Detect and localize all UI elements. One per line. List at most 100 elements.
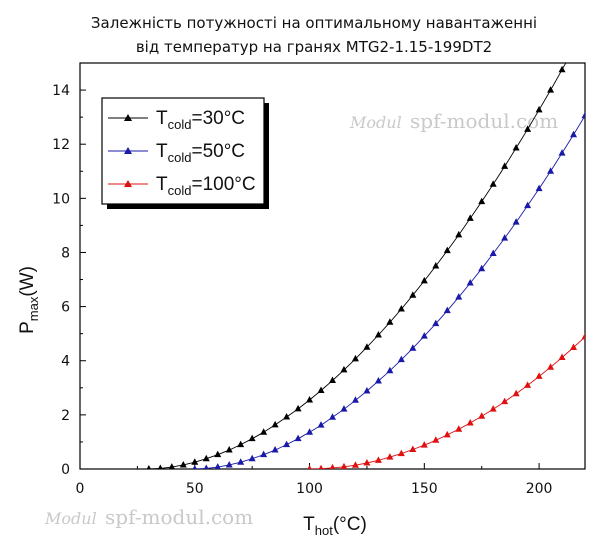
data-point [179,460,187,468]
data-point [329,463,336,469]
data-point [570,130,578,138]
data-point [317,386,325,394]
data-point [420,441,428,448]
data-point [558,149,566,156]
watermark-logo: Modul [44,509,97,528]
legend-item: Tcold=100°C [108,174,256,198]
data-point [271,446,279,453]
svg-text:Tcold=50°C: Tcold=50°C [156,141,245,165]
series-layer [146,45,585,469]
data-point [146,465,152,469]
data-point [168,463,175,469]
xlabel-unit: (°C) [333,514,367,535]
data-point [455,293,463,300]
chart-title-line-2: від температур на гранях MTG2-1.15-199DT… [136,38,492,56]
series-2 [307,332,585,469]
data-point [489,249,497,257]
data-point [478,197,486,205]
data-point [409,445,417,453]
chart-title-line-1: Залежність потужності на оптимальному на… [91,14,537,32]
data-point [283,413,291,420]
data-point [294,434,302,442]
y-tick-label: 14 [52,83,70,99]
data-point [363,387,371,394]
data-point [512,218,520,225]
data-point [524,125,532,132]
x-tick-label: 0 [76,481,85,497]
data-point [294,404,302,412]
series-line [148,63,567,469]
data-point [420,276,428,284]
data-point [306,428,314,435]
legend-marker [124,114,132,121]
data-point [501,397,509,405]
y-tick-label: 10 [52,191,70,207]
data-point [374,377,382,384]
data-point [248,454,256,462]
series-line [309,336,585,469]
data-point [157,464,163,469]
data-point [501,162,509,169]
data-point [351,354,359,362]
legend: Tcold=30°C Tcold=50°C Tcold=100°C [101,97,269,209]
data-point [329,413,336,420]
data-point [570,45,577,52]
data-point [260,428,268,435]
data-point [351,461,359,468]
x-tick-label: 150 [411,481,438,497]
data-point [547,167,555,174]
data-point [202,454,210,462]
data-point [455,230,463,238]
data-point [374,331,382,338]
data-point [203,464,209,469]
data-point [524,381,532,388]
data-point [581,332,585,340]
data-point [386,453,394,460]
data-point [225,446,233,453]
y-tick-label: 12 [52,137,70,153]
data-point [512,389,520,397]
legend-item: Tcold=50°C [108,141,245,165]
data-point [478,412,486,419]
x-tick-label: 200 [526,481,553,497]
axis-ticks: 0 50 100 150 200 0 2 4 6 8 10 12 14 [52,83,552,497]
data-point [214,463,221,469]
data-point [386,366,394,374]
data-point [547,86,555,93]
y-tick-label: 2 [61,408,70,424]
data-point [432,436,440,443]
data-point [466,418,474,426]
data-point [535,105,543,113]
data-point [466,279,474,286]
data-point [443,430,451,438]
data-point [318,464,324,469]
legend-item: Tcold=30°C [108,108,245,132]
y-tick-label: 4 [61,354,70,370]
svg-text:Tcold=30°C: Tcold=30°C [156,108,245,132]
data-point [340,405,348,412]
data-point [558,65,566,73]
data-point [512,143,520,151]
svg-text:Pmax(W): Pmax(W) [17,266,41,334]
data-point [237,458,245,465]
data-point [351,396,359,403]
data-point [466,214,474,221]
y-tick-label: 6 [61,300,70,316]
data-point [581,111,585,119]
data-point [386,318,394,325]
data-point [501,234,509,241]
data-point [397,305,405,312]
xlabel-main: T [303,514,315,535]
data-point [535,184,543,192]
data-point [260,450,268,458]
data-point [306,395,314,403]
data-point [489,180,497,187]
watermark-top: Modul spf-modul.com [349,109,558,133]
y-tick-label: 8 [61,245,70,261]
watermark-bottom: Modul spf-modul.com [44,505,253,529]
xlabel-sub: hot [315,523,333,538]
data-point [570,343,578,350]
data-point [248,434,256,442]
data-point [443,246,451,254]
data-point [307,465,312,469]
